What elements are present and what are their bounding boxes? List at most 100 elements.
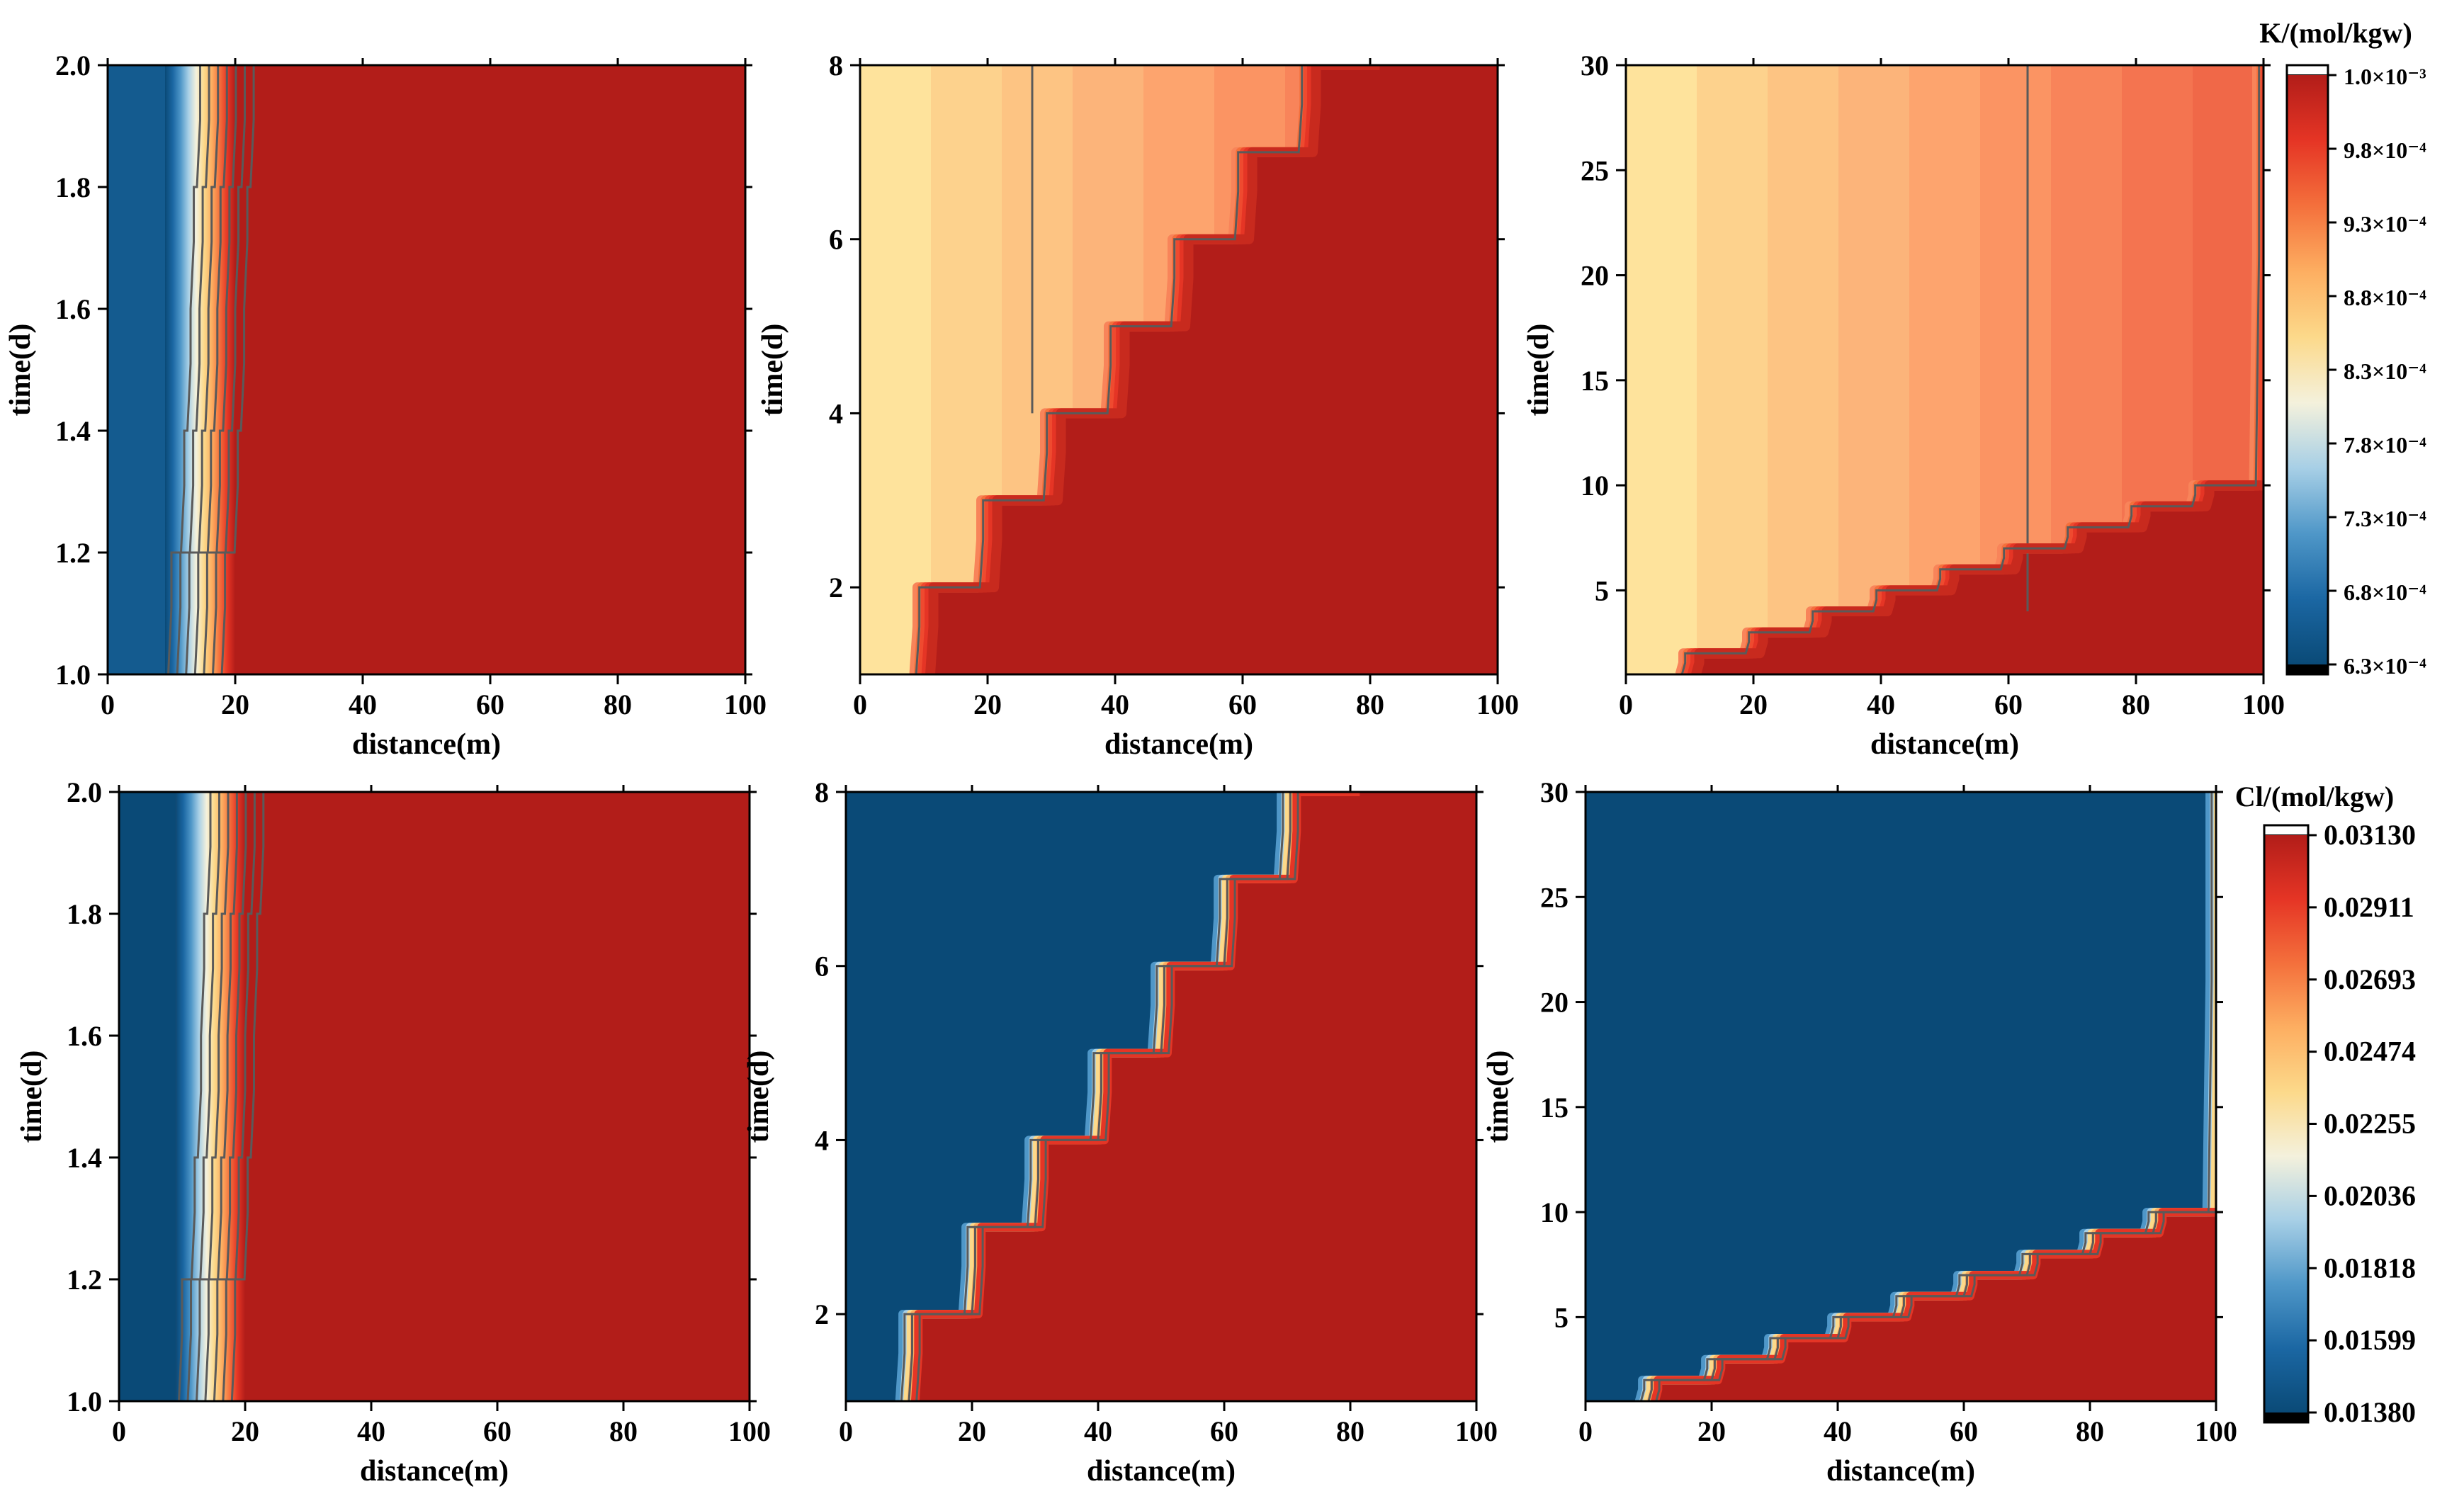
colorbar-tick-label: 6.3×10⁻⁴ bbox=[2344, 653, 2426, 679]
x-tick-label: 60 bbox=[1210, 1415, 1238, 1447]
x-tick-label: 20 bbox=[231, 1415, 259, 1447]
x-tick-label: 20 bbox=[1697, 1415, 1726, 1447]
y-tick-label: 8 bbox=[829, 50, 843, 81]
y-tick-label: 10 bbox=[1581, 470, 1609, 502]
panel-cl-medium: 0 20 40 60 80 100 2 4 6 8 distance(m) time(d) bbox=[742, 776, 1498, 1488]
y-tick-label: 1.8 bbox=[67, 898, 102, 930]
colorbar-tick-label: 0.01599 bbox=[2324, 1324, 2416, 1356]
plot-frame bbox=[859, 64, 1499, 676]
contour-line bbox=[178, 792, 220, 1401]
contour-line bbox=[1680, 65, 2261, 674]
plot-area bbox=[1626, 65, 2264, 674]
contour-line bbox=[212, 65, 254, 674]
panel-cl-short: 0 20 40 60 80 100 1.0 1.2 1.4 1.6 1.8 2.0 distance(m… bbox=[16, 776, 771, 1488]
x-tick-label: 20 bbox=[1739, 689, 1768, 720]
y-tick-label: 1.6 bbox=[55, 293, 91, 325]
x-tick-label: 100 bbox=[2242, 689, 2285, 720]
colorbar-tick-label: 0.02474 bbox=[2324, 1036, 2416, 1068]
plot-frame bbox=[1624, 64, 2265, 676]
contour-line bbox=[1655, 1211, 2216, 1401]
x-tick-label: 100 bbox=[724, 689, 767, 720]
colorbar-cl: Cl/(mol/kgw) 0.03130 0.02911 0.02693 0.02474… bbox=[2235, 781, 2416, 1428]
x-tick-label: 60 bbox=[483, 1415, 512, 1447]
contour-line bbox=[186, 792, 229, 1401]
x-tick-label: 0 bbox=[839, 1415, 853, 1447]
colorbar-under bbox=[2287, 664, 2328, 674]
x-tick-label: 60 bbox=[476, 689, 504, 720]
y-tick-label: 4 bbox=[829, 397, 843, 429]
contour-line bbox=[908, 792, 1354, 1401]
y-axis-label: time(d) bbox=[742, 1051, 775, 1143]
colorbar-tick-label: 0.02036 bbox=[2324, 1179, 2416, 1211]
x-tick-label: 80 bbox=[2122, 689, 2150, 720]
y-tick-label: 25 bbox=[1581, 154, 1609, 186]
x-tick-label: 40 bbox=[349, 689, 377, 720]
colorbar-tick-label: 9.8×10⁻⁴ bbox=[2344, 137, 2426, 163]
panel-k-medium: 0 20 40 60 80 100 2 4 6 8 distance(m) time(d) bbox=[757, 50, 1519, 761]
x-tick-label: 80 bbox=[1336, 1415, 1364, 1447]
y-tick-label: 30 bbox=[1581, 50, 1609, 81]
panel-cl-long: 0 20 40 60 80 100 5 10 15 20 25 30 distance(m) time(d… bbox=[1482, 776, 2237, 1488]
low-region bbox=[119, 792, 176, 1401]
y-tick-label: 1.6 bbox=[67, 1020, 102, 1052]
upstream-region bbox=[1626, 65, 2257, 674]
y-axis-label: time(d) bbox=[16, 1051, 48, 1143]
k-band bbox=[1768, 65, 1839, 674]
x-tick-label: 60 bbox=[1228, 689, 1257, 720]
plot-area bbox=[119, 792, 750, 1401]
x-tick-label: 40 bbox=[1824, 1415, 1852, 1447]
x-tick-label: 40 bbox=[357, 1415, 385, 1447]
contour-line bbox=[196, 792, 238, 1401]
front-band bbox=[895, 792, 1345, 1401]
colorbar-under bbox=[2264, 1412, 2308, 1422]
contour-line bbox=[204, 792, 247, 1401]
plot-area bbox=[108, 65, 745, 674]
k-band bbox=[1626, 65, 1697, 674]
x-tick-label: 100 bbox=[1476, 689, 1519, 720]
y-tick-label: 15 bbox=[1540, 1092, 1569, 1123]
y-tick-label: 4 bbox=[815, 1124, 829, 1156]
contour-line bbox=[222, 792, 264, 1401]
y-tick-label: 2 bbox=[815, 1298, 829, 1330]
y-tick-label: 1.8 bbox=[55, 171, 91, 203]
contour-line bbox=[213, 792, 256, 1401]
y-tick-label: 25 bbox=[1540, 881, 1569, 913]
colorbar-ramp bbox=[2287, 75, 2328, 664]
plot-frame bbox=[106, 64, 747, 676]
contour-line bbox=[176, 65, 219, 674]
contour-line bbox=[193, 65, 237, 674]
contour-line bbox=[230, 792, 273, 1401]
x-tick-label: 100 bbox=[1455, 1415, 1498, 1447]
y-tick-label: 2.0 bbox=[55, 50, 91, 81]
colorbar-tick-label: 6.8×10⁻⁴ bbox=[2344, 579, 2426, 605]
x-tick-label: 0 bbox=[1578, 1415, 1593, 1447]
upstream-region bbox=[846, 792, 1345, 1401]
colorbar-tick-label: 9.3×10⁻⁴ bbox=[2344, 211, 2426, 237]
x-tick-label: 20 bbox=[973, 689, 1002, 720]
x-tick-label: 0 bbox=[1619, 689, 1633, 720]
contour-line bbox=[167, 65, 210, 674]
y-tick-label: 1.4 bbox=[67, 1142, 102, 1174]
k-band bbox=[1697, 65, 1768, 674]
x-tick-label: 60 bbox=[1994, 689, 2023, 720]
low-region bbox=[108, 65, 165, 674]
x-axis-label: distance(m) bbox=[1826, 1455, 1975, 1488]
contour-line bbox=[915, 792, 1362, 1401]
y-tick-label: 6 bbox=[815, 951, 829, 983]
x-tick-label: 0 bbox=[101, 689, 115, 720]
y-tick-label: 5 bbox=[1554, 1301, 1569, 1333]
colorbar-tick-label: 8.8×10⁻⁴ bbox=[2344, 285, 2426, 310]
panel-k-long: 0 20 40 60 80 100 5 10 15 20 25 30 distance(m) time(d… bbox=[1522, 50, 2285, 761]
plot-frame bbox=[844, 791, 1478, 1403]
y-tick-label: 20 bbox=[1540, 987, 1569, 1019]
colorbar-tick-label: 1.0×10⁻³ bbox=[2344, 64, 2426, 89]
y-tick-label: 1.2 bbox=[67, 1264, 102, 1296]
y-tick-label: 1.2 bbox=[55, 537, 91, 569]
y-tick-label: 2 bbox=[829, 572, 843, 604]
colorbar-tick-label: 7.8×10⁻⁴ bbox=[2344, 432, 2426, 458]
y-tick-label: 1.4 bbox=[55, 415, 91, 447]
x-tick-label: 20 bbox=[221, 689, 249, 720]
colorbar-title: K/(mol/kgw) bbox=[2259, 17, 2412, 49]
